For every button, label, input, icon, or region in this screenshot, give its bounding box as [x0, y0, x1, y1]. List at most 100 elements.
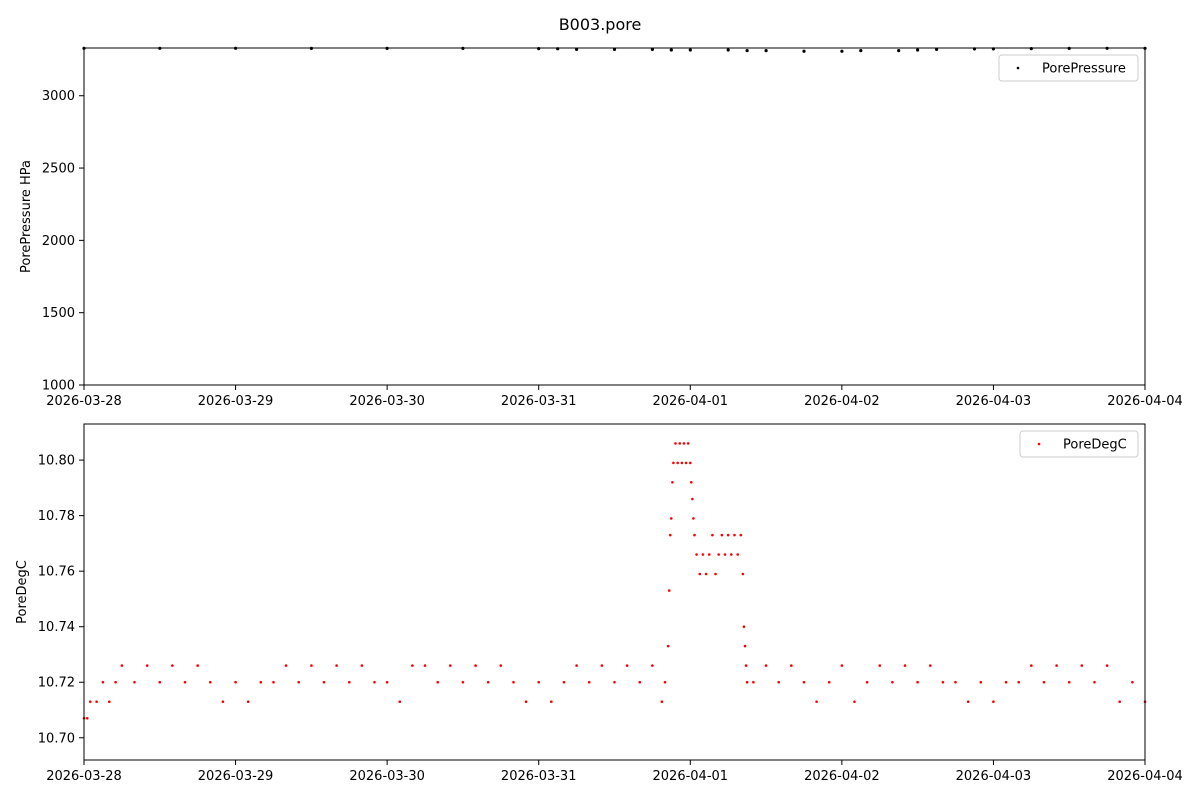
data-point: [625, 664, 629, 667]
plot-frame: [83, 47, 1146, 386]
x-tick-label: 2026-04-03: [956, 769, 1032, 784]
figure-title: B003.pore: [559, 15, 642, 34]
data-point: [524, 700, 528, 703]
legend-box: [998, 54, 1139, 82]
data-point: [145, 664, 149, 667]
data-point: [1118, 700, 1121, 703]
data-point: [85, 717, 89, 720]
data-point: [827, 680, 831, 684]
data-point: [672, 461, 675, 465]
data-point: [108, 700, 111, 703]
data-point: [744, 664, 748, 667]
data-point: [587, 680, 591, 684]
legend-marker: [1037, 442, 1041, 446]
data-point: [790, 664, 793, 667]
pore-temperature-panel: PoreDegC 2026-03-28 2026-03-29 2026-03-30 2…: [15, 423, 1183, 784]
x-tick-label: 2026-04-01: [653, 394, 729, 409]
x-tick-label: 2026-04-02: [804, 769, 880, 784]
data-point: [903, 664, 907, 667]
data-point: [853, 700, 856, 703]
y-axis-label: PoreDegC: [15, 560, 30, 624]
x-tick-label: 2026-04-03: [956, 394, 1032, 409]
data-point: [669, 48, 673, 52]
y-tick-label: 10.72: [38, 676, 75, 691]
data-point: [512, 680, 515, 684]
data-point: [678, 442, 682, 445]
y-tick-label: 2500: [42, 162, 75, 177]
data-point: [1093, 680, 1096, 684]
data-point: [859, 49, 863, 53]
data-point: [537, 680, 540, 684]
legend-marker: [1016, 66, 1020, 70]
legend: PorePressure: [998, 54, 1139, 82]
data-point: [689, 461, 692, 465]
legend-box: [1019, 430, 1139, 458]
data-point: [449, 664, 452, 667]
data-point: [711, 533, 714, 537]
data-point: [335, 664, 338, 667]
data-point: [730, 553, 733, 556]
data-point: [423, 664, 427, 667]
axis-ticks: 2026-03-28 2026-03-29 2026-03-30 2026-03-31…: [42, 89, 1183, 409]
data-point: [234, 680, 237, 684]
y-tick-label: 1500: [42, 306, 75, 321]
data-point: [682, 442, 686, 445]
y-tick-label: 10.76: [38, 565, 75, 580]
data-point: [669, 533, 672, 537]
data-point: [575, 664, 578, 667]
data-point: [726, 533, 730, 537]
data-point: [474, 664, 477, 667]
data-point: [802, 49, 806, 53]
data-point: [690, 481, 693, 484]
legend-label: PoreDegC: [1063, 438, 1127, 453]
data-point: [272, 680, 275, 684]
data-point: [916, 680, 919, 684]
data-point: [666, 644, 670, 648]
x-tick-label: 2026-04-01: [653, 769, 729, 784]
x-tick-label: 2026-04-04: [1107, 769, 1183, 784]
data-point: [966, 700, 970, 703]
data-point: [692, 517, 695, 520]
data-point: [297, 680, 301, 684]
data-point: [714, 572, 717, 576]
x-tick-label: 2026-03-28: [46, 769, 122, 784]
data-point: [120, 664, 124, 667]
data-point: [693, 533, 696, 537]
data-point: [385, 680, 389, 684]
data-point: [704, 572, 708, 576]
data-point: [741, 572, 745, 576]
data-point: [209, 680, 212, 684]
pore-pressure-panel: PorePressure HPa 2026-03-28 2026-03-29 202…: [19, 46, 1183, 409]
data-point: [537, 47, 541, 51]
data-points: [82, 442, 1147, 720]
data-point: [1030, 664, 1033, 667]
data-point: [360, 664, 364, 667]
data-point: [726, 48, 730, 52]
data-point: [676, 461, 679, 465]
x-tick-label: 2026-03-29: [198, 769, 274, 784]
data-point: [701, 553, 705, 556]
data-point: [89, 700, 92, 703]
data-point: [979, 680, 983, 684]
data-point: [550, 700, 553, 703]
y-axis-label: PorePressure HPa: [19, 160, 34, 273]
data-point: [1055, 664, 1058, 667]
data-point: [373, 680, 376, 684]
data-point: [1080, 664, 1084, 667]
y-tick-label: 10.70: [38, 731, 75, 746]
data-point: [322, 680, 326, 684]
data-point: [743, 644, 747, 648]
x-tick-label: 2026-03-29: [198, 394, 274, 409]
x-tick-label: 2026-04-04: [1107, 394, 1183, 409]
data-point: [158, 680, 162, 684]
data-point: [133, 680, 136, 684]
data-point: [680, 461, 684, 465]
data-point: [671, 481, 674, 484]
data-point: [992, 700, 995, 703]
legend-label: PorePressure: [1042, 62, 1126, 77]
x-tick-label: 2026-03-30: [349, 769, 425, 784]
data-point: [171, 664, 174, 667]
data-point: [717, 553, 720, 556]
data-point: [663, 680, 667, 684]
data-point: [667, 589, 671, 592]
